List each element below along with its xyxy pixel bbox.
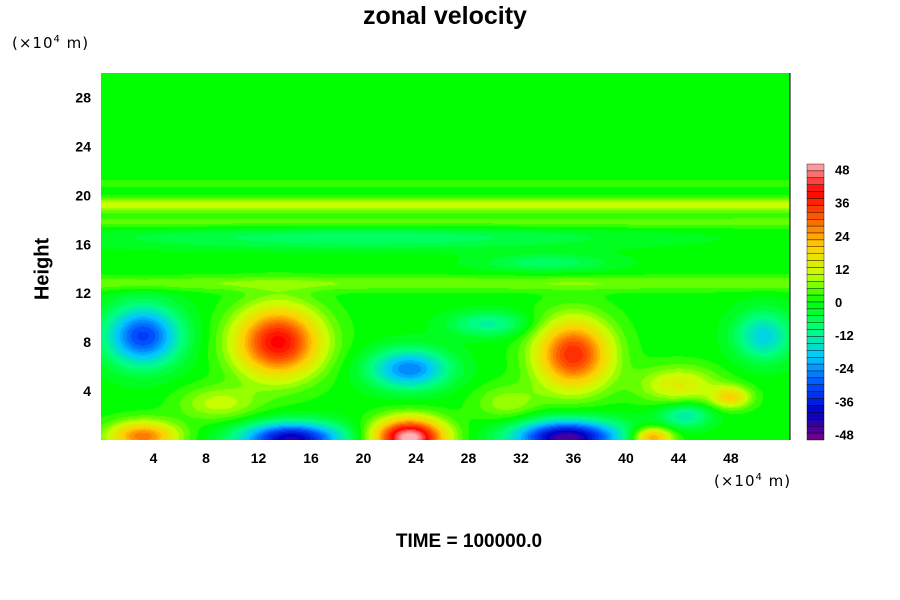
colorbar-level bbox=[806, 163, 825, 172]
x-tick-label: 12 bbox=[251, 450, 267, 466]
x-tick-label: 44 bbox=[671, 450, 687, 466]
colorbar-level bbox=[806, 260, 825, 268]
x-tick-label: 16 bbox=[303, 450, 319, 466]
y-tick-label: 4 bbox=[83, 383, 91, 399]
x-axis-ticks: 4 8 12 16 20 24 28 32 36 40 44 48 bbox=[150, 450, 739, 466]
colorbar-level bbox=[806, 370, 825, 379]
colorbar-level bbox=[806, 218, 825, 227]
colorbar-level bbox=[806, 232, 825, 241]
colorbar-level bbox=[806, 350, 825, 358]
colorbar-level bbox=[806, 322, 825, 330]
colorbar-tick-label: 12 bbox=[835, 262, 849, 277]
colorbar-level bbox=[806, 308, 825, 316]
colorbar-tick-label: -48 bbox=[835, 427, 854, 442]
y-tick-label: 24 bbox=[75, 138, 91, 154]
colorbar-level bbox=[806, 184, 825, 192]
y-tick-label: 8 bbox=[83, 334, 91, 350]
x-tick-label: 32 bbox=[513, 450, 529, 466]
colorbar-level bbox=[806, 398, 825, 406]
colorbar-level bbox=[806, 391, 825, 399]
colorbar-level bbox=[806, 343, 825, 351]
y-tick-label: 12 bbox=[75, 285, 91, 301]
colorbar-level bbox=[806, 288, 825, 296]
colorbar-level bbox=[806, 377, 825, 385]
colorbar-level bbox=[806, 329, 825, 337]
colorbar-level bbox=[806, 170, 825, 178]
contour-field bbox=[101, 73, 790, 440]
chart-title: zonal velocity bbox=[363, 2, 527, 30]
colorbar-level bbox=[806, 336, 825, 344]
colorbar-level bbox=[806, 274, 825, 282]
colorbar-level bbox=[806, 315, 825, 323]
x-tick-label: 4 bbox=[150, 450, 158, 466]
colorbar-level bbox=[806, 426, 825, 434]
colorbar-level bbox=[806, 267, 825, 275]
colorbar-tick-label: 36 bbox=[835, 196, 849, 211]
colorbar-level bbox=[806, 294, 825, 303]
colorbar-level bbox=[806, 281, 825, 289]
time-label: TIME = 100000.0 bbox=[395, 531, 543, 552]
y-tick-label: 28 bbox=[75, 89, 91, 105]
colorbar-level bbox=[806, 419, 825, 427]
y-axis-unit: (×104 m) bbox=[12, 34, 90, 52]
colorbar-level bbox=[806, 198, 825, 206]
x-tick-label: 24 bbox=[408, 450, 424, 466]
colorbar-level bbox=[806, 239, 825, 247]
x-axis-unit: (×104 m) bbox=[714, 472, 792, 490]
y-tick-label: 20 bbox=[75, 187, 91, 203]
colorbar-level bbox=[806, 357, 825, 365]
x-tick-label: 8 bbox=[202, 450, 210, 466]
colorbar: 48 36 24 12 0 -12 -24 -36 -48 bbox=[806, 163, 855, 442]
colorbar-tick-label: -12 bbox=[835, 328, 854, 343]
y-tick-label: 16 bbox=[75, 236, 91, 252]
x-tick-label: 28 bbox=[461, 450, 477, 466]
colorbar-level bbox=[806, 412, 825, 420]
colorbar-level bbox=[806, 225, 825, 234]
colorbar-level bbox=[806, 301, 825, 310]
colorbar-tick-label: -24 bbox=[835, 361, 855, 376]
colorbar-level bbox=[806, 191, 825, 199]
colorbar-tick-label: 24 bbox=[835, 229, 850, 244]
x-tick-label: 48 bbox=[723, 450, 739, 466]
colorbar-level bbox=[806, 177, 825, 185]
x-tick-label: 40 bbox=[618, 450, 634, 466]
colorbar-level bbox=[806, 212, 825, 220]
colorbar-level bbox=[806, 432, 825, 441]
colorbar-tick-label: 48 bbox=[835, 163, 849, 178]
colorbar-level bbox=[806, 384, 825, 392]
colorbar-level bbox=[806, 205, 825, 213]
colorbar-level bbox=[806, 405, 825, 413]
y-axis-ticks: 4 8 12 16 20 24 28 bbox=[75, 89, 91, 399]
colorbar-level bbox=[806, 363, 825, 372]
colorbar-level bbox=[806, 253, 825, 261]
plot-area bbox=[101, 73, 791, 440]
x-tick-label: 36 bbox=[566, 450, 582, 466]
x-tick-label: 20 bbox=[356, 450, 372, 466]
colorbar-tick-label: 0 bbox=[835, 295, 842, 310]
colorbar-level bbox=[806, 246, 825, 254]
colorbar-tick-label: -36 bbox=[835, 394, 854, 409]
